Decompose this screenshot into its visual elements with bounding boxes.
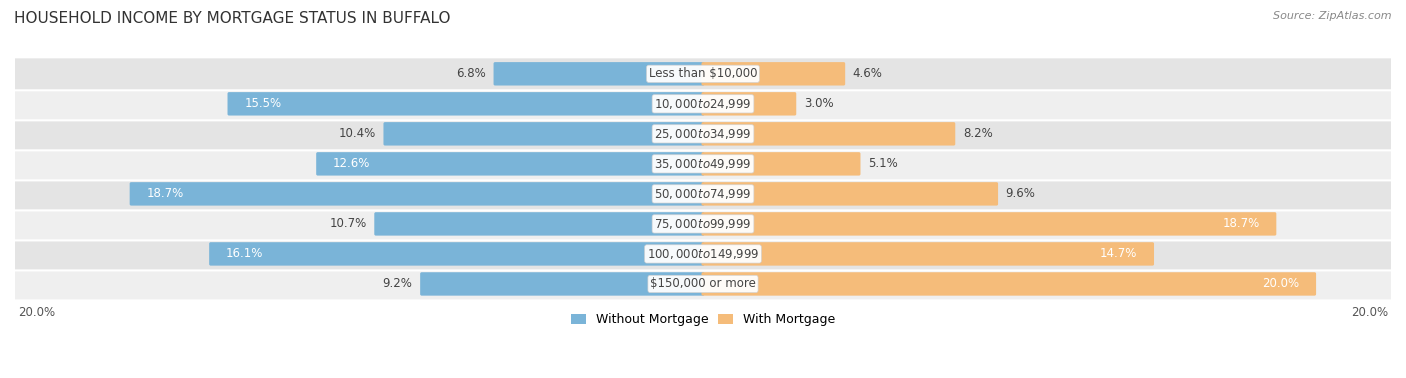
Text: 20.0%: 20.0% — [1351, 305, 1388, 319]
FancyBboxPatch shape — [209, 242, 704, 266]
FancyBboxPatch shape — [702, 182, 998, 206]
FancyBboxPatch shape — [228, 92, 704, 116]
Text: 8.2%: 8.2% — [963, 127, 993, 140]
Text: 6.8%: 6.8% — [456, 67, 486, 80]
FancyBboxPatch shape — [702, 62, 845, 85]
Text: $100,000 to $149,999: $100,000 to $149,999 — [647, 247, 759, 261]
FancyBboxPatch shape — [316, 152, 704, 175]
FancyBboxPatch shape — [14, 87, 1392, 120]
FancyBboxPatch shape — [374, 212, 704, 235]
Text: 18.7%: 18.7% — [146, 187, 184, 200]
Text: $10,000 to $24,999: $10,000 to $24,999 — [654, 97, 752, 111]
Text: 20.0%: 20.0% — [1263, 277, 1299, 290]
Text: 20.0%: 20.0% — [18, 305, 55, 319]
Text: $50,000 to $74,999: $50,000 to $74,999 — [654, 187, 752, 201]
FancyBboxPatch shape — [420, 272, 704, 296]
FancyBboxPatch shape — [702, 212, 1277, 235]
Text: 9.6%: 9.6% — [1005, 187, 1036, 200]
FancyBboxPatch shape — [384, 122, 704, 146]
Text: 12.6%: 12.6% — [333, 157, 370, 170]
FancyBboxPatch shape — [702, 122, 955, 146]
Text: 14.7%: 14.7% — [1099, 248, 1137, 260]
FancyBboxPatch shape — [702, 242, 1154, 266]
FancyBboxPatch shape — [14, 237, 1392, 270]
Text: 4.6%: 4.6% — [853, 67, 883, 80]
FancyBboxPatch shape — [702, 92, 796, 116]
Text: Source: ZipAtlas.com: Source: ZipAtlas.com — [1274, 11, 1392, 21]
Text: 5.1%: 5.1% — [868, 157, 898, 170]
FancyBboxPatch shape — [129, 182, 704, 206]
FancyBboxPatch shape — [14, 208, 1392, 240]
FancyBboxPatch shape — [494, 62, 704, 85]
Text: Less than $10,000: Less than $10,000 — [648, 67, 758, 80]
Text: $35,000 to $49,999: $35,000 to $49,999 — [654, 157, 752, 171]
FancyBboxPatch shape — [14, 177, 1392, 211]
FancyBboxPatch shape — [702, 152, 860, 175]
FancyBboxPatch shape — [702, 272, 1316, 296]
Text: 3.0%: 3.0% — [804, 97, 834, 110]
Text: $150,000 or more: $150,000 or more — [650, 277, 756, 290]
Text: $75,000 to $99,999: $75,000 to $99,999 — [654, 217, 752, 231]
Text: $25,000 to $34,999: $25,000 to $34,999 — [654, 127, 752, 141]
Text: 10.7%: 10.7% — [329, 217, 367, 231]
Text: HOUSEHOLD INCOME BY MORTGAGE STATUS IN BUFFALO: HOUSEHOLD INCOME BY MORTGAGE STATUS IN B… — [14, 11, 450, 26]
Text: 15.5%: 15.5% — [245, 97, 281, 110]
Text: 10.4%: 10.4% — [339, 127, 375, 140]
Text: 16.1%: 16.1% — [226, 248, 263, 260]
Text: 9.2%: 9.2% — [382, 277, 412, 290]
FancyBboxPatch shape — [14, 147, 1392, 180]
FancyBboxPatch shape — [14, 267, 1392, 301]
Text: 18.7%: 18.7% — [1222, 217, 1260, 231]
FancyBboxPatch shape — [14, 117, 1392, 150]
FancyBboxPatch shape — [14, 57, 1392, 90]
Legend: Without Mortgage, With Mortgage: Without Mortgage, With Mortgage — [565, 308, 841, 332]
